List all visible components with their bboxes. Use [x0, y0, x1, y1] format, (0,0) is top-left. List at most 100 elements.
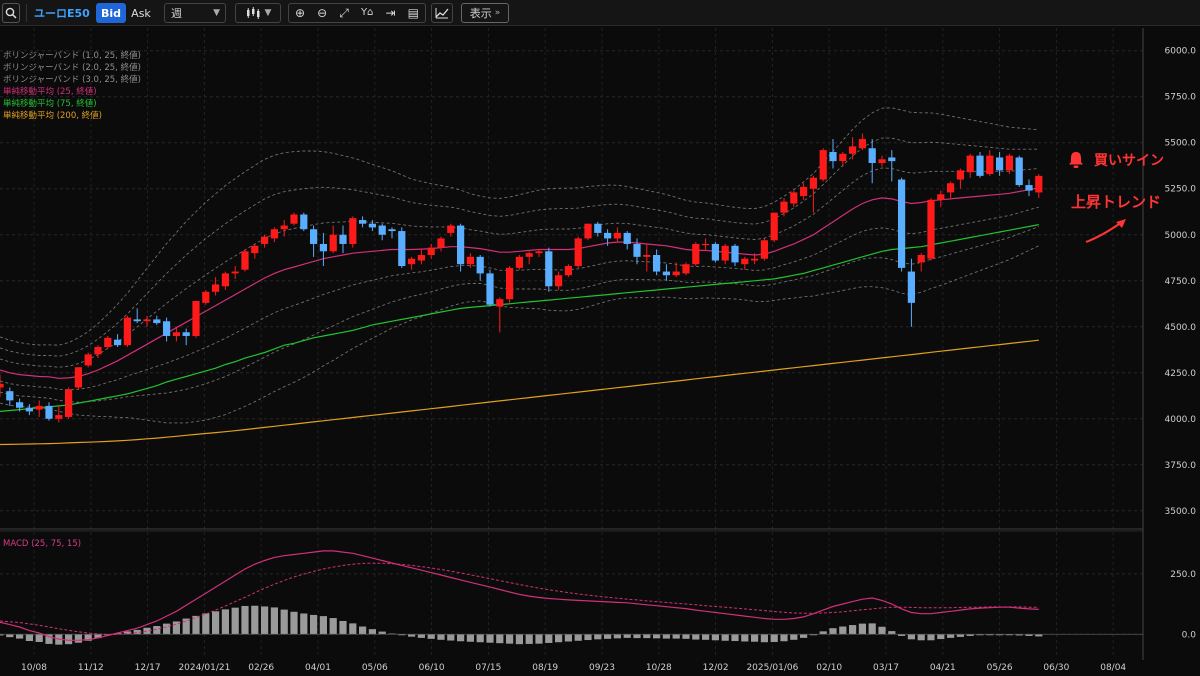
histogram-bar [65, 634, 73, 645]
histogram-bar [359, 626, 367, 635]
candle-body [359, 220, 367, 224]
legend-sma200[interactable]: 単純移動平均 (200, 終値) [3, 111, 102, 121]
candle-body [682, 264, 690, 274]
histogram-bar [310, 614, 318, 635]
histogram-bar [241, 605, 249, 635]
buy-signal-text: 買いサイン [1094, 153, 1164, 169]
candle-body [447, 225, 455, 233]
histogram-bar [74, 634, 82, 643]
histogram-bar [604, 634, 612, 639]
histogram-bar [937, 634, 945, 640]
candle-body [133, 319, 141, 322]
histogram-bar [623, 634, 631, 638]
scroll-to-latest-icon[interactable]: ⇥ [385, 6, 396, 20]
x-tick-label: 06/10 [419, 663, 445, 673]
chevron-down-icon: ▼ [213, 8, 220, 18]
histogram-bar [819, 631, 827, 635]
legend-sma75[interactable]: 単純移動平均 (75, 終値) [3, 99, 97, 109]
candle-body [986, 155, 994, 175]
histogram-bar [398, 634, 406, 636]
x-tick-label: 09/23 [589, 663, 615, 673]
fit-screen-icon[interactable]: ⤢ [339, 6, 349, 20]
candle-body [25, 407, 33, 412]
candle-body [790, 192, 798, 204]
candle-body [996, 157, 1004, 171]
y-tick-label: 4000.0 [1165, 415, 1197, 425]
histogram-bar [300, 613, 308, 635]
histogram-bar [809, 634, 817, 636]
histogram-bar [270, 607, 278, 635]
bid-button[interactable]: Bid [96, 3, 126, 23]
candle-body [819, 150, 827, 180]
candle-body [319, 243, 327, 252]
period-value: 週 [171, 7, 182, 20]
document-icon[interactable]: ▤ [407, 6, 419, 20]
search-button[interactable] [2, 3, 20, 23]
zoom-in-icon[interactable]: ⊕ [295, 6, 306, 20]
candle-body [104, 337, 112, 348]
histogram-bar [202, 613, 210, 635]
chart-type-select[interactable]: ▼ [235, 3, 281, 23]
candle-body [172, 332, 180, 336]
histogram-bar [319, 616, 327, 635]
x-axis-labels: 10/08 11/12 12/17 2024/01/21 02/26 04/01 05/06… [21, 663, 1126, 673]
candle-body [368, 223, 376, 228]
candle-body [1035, 175, 1043, 193]
macd-legend[interactable]: MACD (25, 75, 15) [3, 539, 82, 549]
y-axis-labels: 6000.0 5750.0 5500.0 5250.0 5000.0 4750.0 4500… [1165, 47, 1197, 517]
indicator-button[interactable] [431, 3, 453, 23]
y-tick-label: 6000.0 [1165, 47, 1197, 57]
sma200-line [0, 339, 1039, 446]
candle-body [280, 225, 288, 230]
histogram-bar [613, 634, 621, 639]
zoom-out-icon[interactable]: ⊖ [317, 6, 328, 20]
view-menu-button[interactable]: 表示 » [461, 3, 509, 23]
histogram-bar [1005, 634, 1013, 636]
price-scale-icon[interactable]: Y⌂ [360, 7, 374, 18]
legend-bb2[interactable]: ボリンジャーバンド (2.0, 25, 終値) [3, 63, 141, 73]
chart-canvas[interactable]: 6000.0 5750.0 5500.0 5250.0 5000.0 4750.0 4500… [0, 26, 1200, 676]
histogram-bar [721, 634, 729, 641]
histogram-bar [329, 618, 337, 635]
histogram-bar [966, 634, 974, 636]
histogram-bar [643, 634, 651, 639]
macd-y-tick-label: 0.0 [1182, 630, 1197, 640]
histogram-bar [114, 633, 122, 635]
toolbar-divider [26, 4, 27, 22]
indicator-legend: ボリンジャーバンド (1.0, 25, 終値) ボリンジャーバンド (2.0, … [3, 50, 141, 122]
symbol-label[interactable]: ユーロE50 [34, 7, 90, 20]
histogram-bar [290, 611, 298, 635]
x-tick-label: 07/15 [475, 663, 501, 673]
x-tick-label: 05/06 [362, 663, 388, 673]
histogram-bar [584, 634, 592, 641]
histogram-bar [839, 626, 847, 635]
histogram-bar [829, 628, 837, 635]
histogram-bar [378, 631, 386, 635]
candle-body [231, 271, 239, 274]
x-tick-label: 08/19 [532, 663, 558, 673]
candle-body [65, 389, 73, 417]
chevron-double-down-icon: » [494, 8, 501, 18]
y-tick-label: 4500.0 [1165, 323, 1197, 333]
histogram-bar [907, 634, 915, 640]
legend-sma25[interactable]: 単純移動平均 (25, 終値) [3, 87, 97, 97]
legend-bb1[interactable]: ボリンジャーバンド (1.0, 25, 終値) [3, 51, 141, 61]
candle-body [927, 199, 935, 259]
candle-body [261, 236, 269, 244]
candle-body [476, 256, 484, 274]
histogram-bar [878, 626, 886, 635]
candle-body [555, 275, 563, 287]
period-select[interactable]: 週 ▼ [164, 3, 226, 23]
bollinger-band-3-upper [0, 107, 1039, 346]
histogram-bar [45, 634, 53, 644]
ask-button[interactable]: Ask [131, 6, 151, 20]
sma25-line [0, 187, 1039, 379]
macd-line [0, 550, 1039, 641]
legend-bb3[interactable]: ボリンジャーバンド (3.0, 25, 終値) [3, 75, 141, 85]
histogram-bar [996, 634, 1004, 636]
histogram-bar [682, 634, 690, 639]
histogram-bar [192, 615, 200, 635]
candle-body [849, 146, 857, 154]
candle-body [525, 253, 533, 257]
chevron-down-icon: ▼ [264, 8, 272, 18]
